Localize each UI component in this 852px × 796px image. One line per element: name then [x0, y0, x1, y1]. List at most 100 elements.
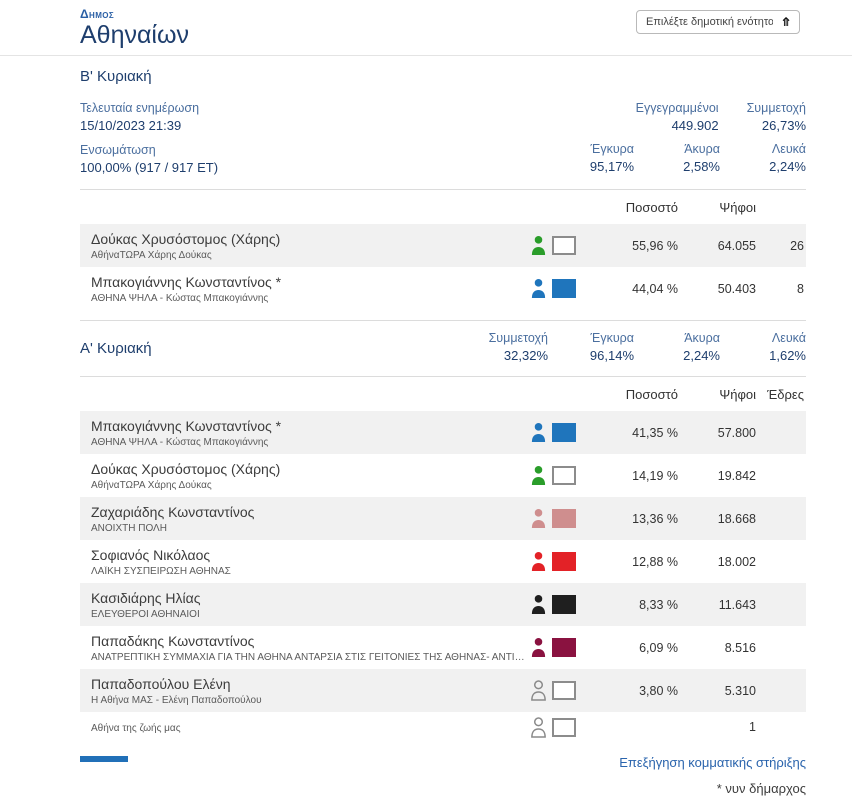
blank-value: 2,24%: [769, 159, 806, 174]
round-b-left-stats: Τελευταία ενημέρωση 15/10/2023 21:39 Ενσ…: [80, 101, 218, 185]
candidate-name-cell: Ζαχαριάδης Κωνσταντίνος ΑΝΟΙΧΤΗ ΠΟΛΗ: [80, 503, 530, 535]
incumbent-mayor-note: * νυν δήμαρχος: [716, 781, 806, 796]
integration-label: Ενσωμάτωση: [80, 143, 156, 157]
candidate-name-cell: Μπακογιάννης Κωνσταντίνος * ΑΘΗΝΑ ΨΗΛΑ -…: [80, 417, 530, 449]
party-name: ΑθήναΤΩΡΑ Χάρης Δούκας: [91, 480, 212, 492]
round-a-stats: Συμμετοχή 32,32% Έγκυρα 96,14% Άκυρα 2,2…: [489, 331, 806, 372]
party-name: Αθήνα της ζωής μας: [91, 722, 181, 734]
votes-value: 18.002: [717, 554, 756, 569]
turnout-stat: Συμμετοχή 26,73%: [747, 101, 806, 133]
person-icon: [531, 552, 546, 571]
section-divider: [80, 320, 806, 321]
registered-stat: Εγγεγραμμένοι 449.902: [636, 101, 719, 133]
result-row: Ζαχαριάδης Κωνσταντίνος ΑΝΟΙΧΤΗ ΠΟΛΗ 13,…: [80, 497, 806, 540]
votes-value: 11.643: [718, 597, 756, 612]
page-title: Αθηναίων: [80, 21, 190, 49]
valid-stat: Έγκυρα 96,14%: [576, 331, 634, 363]
candidate-name: Κασιδιάρης Ηλίας: [91, 589, 201, 606]
municipality-kicker: Δήμος: [80, 7, 115, 21]
valid-label: Έγκυρα: [590, 331, 634, 345]
section-round-a: Α' Κυριακή Συμμετοχή 32,32% Έγκυρα 96,14…: [80, 321, 806, 742]
round-a-results: Μπακογιάννης Κωνσταντίνος * ΑΘΗΝΑ ΨΗΛΑ -…: [80, 411, 806, 742]
turnout-value: 32,32%: [503, 348, 548, 363]
party-color-swatch: [552, 638, 576, 657]
column-votes: Ψήφοι: [719, 199, 756, 215]
turnout-label: Συμμετοχή: [488, 331, 548, 345]
result-row: Δούκας Χρυσόστομος (Χάρης) ΑθήναΤΩΡΑ Χάρ…: [80, 224, 806, 267]
candidate-name: Ζαχαριάδης Κωνσταντίνος: [91, 503, 255, 520]
footer: Επεξήγηση κομματικής στήριξης * νυν δήμα…: [80, 754, 806, 796]
valid-value: 95,17%: [589, 159, 634, 174]
party-support-legend-link[interactable]: Επεξήγηση κομματικής στήριξης: [619, 755, 806, 770]
votes-value: 64.055: [717, 238, 756, 253]
votes-value: 8.516: [724, 640, 756, 655]
party-color-swatch: [552, 423, 576, 442]
candidate-name: Παπαδοπούλου Ελένη: [91, 675, 231, 692]
blank-stat: Λευκά 1,62%: [748, 331, 806, 363]
section-round-b: Β' Κυριακή Τελευταία ενημέρωση 15/10/202…: [80, 56, 806, 310]
result-row: Παπαδάκης Κωνσταντίνος ΑΝΑΤΡΕΠΤΙΚΗ ΣΥΜΜΑ…: [80, 626, 806, 669]
valid-stat: Έγκυρα 95,17%: [576, 142, 634, 174]
party-name: ΛΑΪΚΗ ΣΥΣΠΕΙΡΩΣΗ ΑΘΗΝΑΣ: [91, 566, 231, 578]
divider: [80, 376, 806, 377]
round-b-column-header: Ποσοστό Ψήφοι: [80, 190, 806, 224]
party-color-swatch: [552, 717, 576, 737]
seats-value: 26: [790, 238, 804, 253]
registered-turnout-row: Εγγεγραμμένοι 449.902 Συμμετοχή 26,73%: [636, 101, 806, 133]
last-update-stat: Τελευταία ενημέρωση 15/10/2023 21:39: [80, 101, 218, 133]
invalid-value: 2,24%: [683, 348, 720, 363]
party-name: ΑΝΟΙΧΤΗ ΠΟΛΗ: [91, 523, 167, 535]
last-update-label: Τελευταία ενημέρωση: [80, 101, 200, 115]
candidate-name-cell: Αθήνα της ζωής μας: [80, 721, 530, 734]
turnout-stat: Συμμετοχή 32,32%: [489, 331, 548, 363]
party-color-swatch: [552, 236, 576, 255]
turnout-label: Συμμετοχή: [746, 101, 806, 115]
municipal-unit-select[interactable]: Επιλέξτε δημοτική ενότητα...: [636, 10, 800, 34]
result-row: Αθήνα της ζωής μας 1: [80, 712, 806, 742]
party-name: ΕΛΕΥΘΕΡΟΙ ΑΘΗΝΑΙΟΙ: [91, 609, 200, 621]
column-votes: Ψήφοι: [719, 386, 756, 402]
result-row: Παπαδοπούλου Ελένη Η Αθήνα ΜΑΣ - Ελένη Π…: [80, 669, 806, 712]
votes-value: 19.842: [717, 468, 756, 483]
footer-partial-bar: [80, 756, 128, 762]
candidate-icon-cell: [530, 278, 592, 299]
valid-invalid-blank-row: Έγκυρα 95,17% Άκυρα 2,58% Λευκά 2,24%: [576, 142, 806, 174]
election-results-page: Δήμος Αθηναίων Επιλέξτε δημοτική ενότητα…: [0, 7, 852, 796]
votes-value: 18.668: [717, 511, 756, 526]
column-percent: Ποσοστό: [625, 386, 678, 402]
round-b-right-stats: Εγγεγραμμένοι 449.902 Συμμετοχή 26,73% Έ…: [576, 101, 806, 185]
party-color-swatch: [552, 509, 576, 528]
result-row: Σοφιανός Νικόλαος ΛΑΪΚΗ ΣΥΣΠΕΙΡΩΣΗ ΑΘΗΝΑ…: [80, 540, 806, 583]
person-icon: [531, 236, 546, 255]
candidate-icon-cell: [530, 716, 592, 738]
percent-value: 3,80 %: [639, 683, 678, 698]
candidate-icon-cell: [530, 680, 592, 701]
party-color-swatch: [552, 552, 576, 571]
content: Β' Κυριακή Τελευταία ενημέρωση 15/10/202…: [80, 56, 806, 796]
percent-value: 41,35 %: [632, 425, 678, 440]
candidate-name-cell: Παπαδοπούλου Ελένη Η Αθήνα ΜΑΣ - Ελένη Π…: [80, 675, 530, 707]
person-icon: [531, 423, 546, 442]
person-icon: [531, 595, 546, 614]
candidate-icon-cell: [530, 508, 592, 529]
valid-label: Έγκυρα: [590, 142, 634, 156]
candidate-icon-cell: [530, 594, 592, 615]
result-row: Μπακογιάννης Κωνσταντίνος * ΑΘΗΝΑ ΨΗΛΑ -…: [80, 411, 806, 454]
blank-label: Λευκά: [771, 331, 806, 345]
candidate-name-cell: Μπακογιάννης Κωνσταντίνος * ΑΘΗΝΑ ΨΗΛΑ -…: [80, 273, 530, 305]
blank-label: Λευκά: [771, 142, 806, 156]
percent-value: 6,09 %: [639, 640, 678, 655]
percent-value: 44,04 %: [632, 281, 678, 296]
round-b-results: Δούκας Χρυσόστομος (Χάρης) ΑθήναΤΩΡΑ Χάρ…: [80, 224, 806, 310]
candidate-name: Σοφιανός Νικόλαος: [91, 546, 211, 563]
votes-value: 50.403: [717, 281, 756, 296]
candidate-icon-cell: [530, 422, 592, 443]
candidate-icon-cell: [530, 637, 592, 658]
round-a-header: Α' Κυριακή Συμμετοχή 32,32% Έγκυρα 96,14…: [80, 321, 806, 372]
integration-stat: Ενσωμάτωση 100,00% (917 / 917 ΕΤ): [80, 143, 218, 175]
party-color-swatch: [552, 279, 576, 298]
percent-value: 55,96 %: [632, 238, 678, 253]
invalid-label: Άκυρα: [684, 331, 720, 345]
registered-label: Εγγεγραμμένοι: [635, 101, 719, 115]
party-name: ΑΘΗΝΑ ΨΗΛΑ - Κώστας Μπακογιάννης: [91, 437, 269, 449]
